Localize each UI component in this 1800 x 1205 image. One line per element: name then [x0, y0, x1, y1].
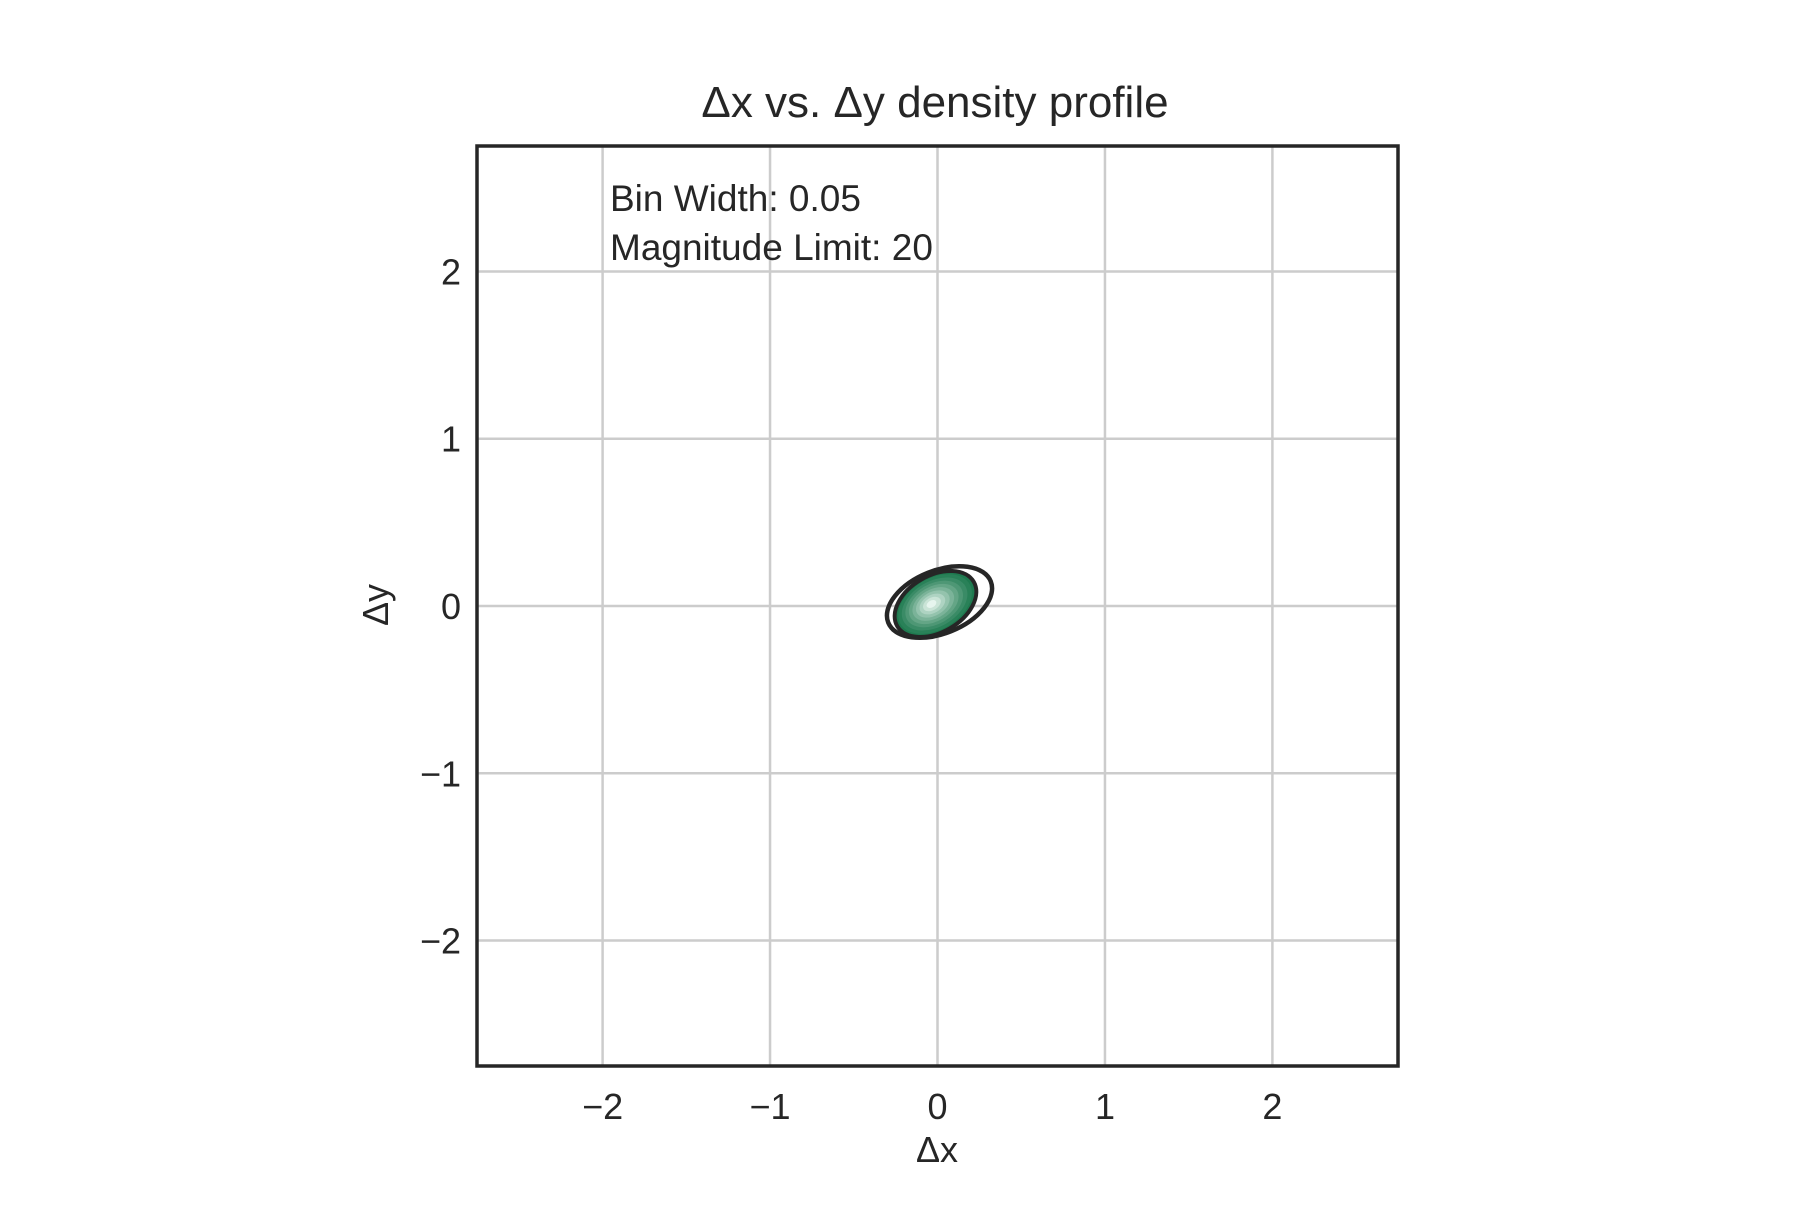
x-tick-label: 2 [1262, 1086, 1282, 1127]
x-tick-label: 1 [1095, 1086, 1115, 1127]
y-tick-label: 1 [441, 419, 461, 460]
bin-width-annotation: Bin Width: 0.05 [610, 178, 861, 219]
x-tick-label: −1 [750, 1086, 791, 1127]
y-tick-label: 2 [441, 251, 461, 292]
x-axis-label: Δx [916, 1129, 958, 1170]
y-tick-label: −1 [420, 753, 461, 794]
x-axis-ticks: −2 −1 0 1 2 [582, 1086, 1282, 1127]
x-tick-label: −2 [582, 1086, 623, 1127]
outer-density-contour [884, 563, 995, 641]
x-tick-label: 0 [927, 1086, 947, 1127]
density-contours [884, 563, 995, 641]
y-tick-label: −2 [420, 921, 461, 962]
chart-title: Δx vs. Δy density profile [701, 78, 1168, 127]
magnitude-limit-annotation: Magnitude Limit: 20 [610, 227, 933, 268]
y-axis-ticks: −2 −1 0 1 2 [420, 251, 461, 961]
y-axis-label: Δy [355, 584, 396, 626]
grid [477, 146, 1398, 1066]
density-contour-level [926, 600, 937, 608]
plot-frame [475, 144, 1400, 1068]
y-tick-label: 0 [441, 586, 461, 627]
